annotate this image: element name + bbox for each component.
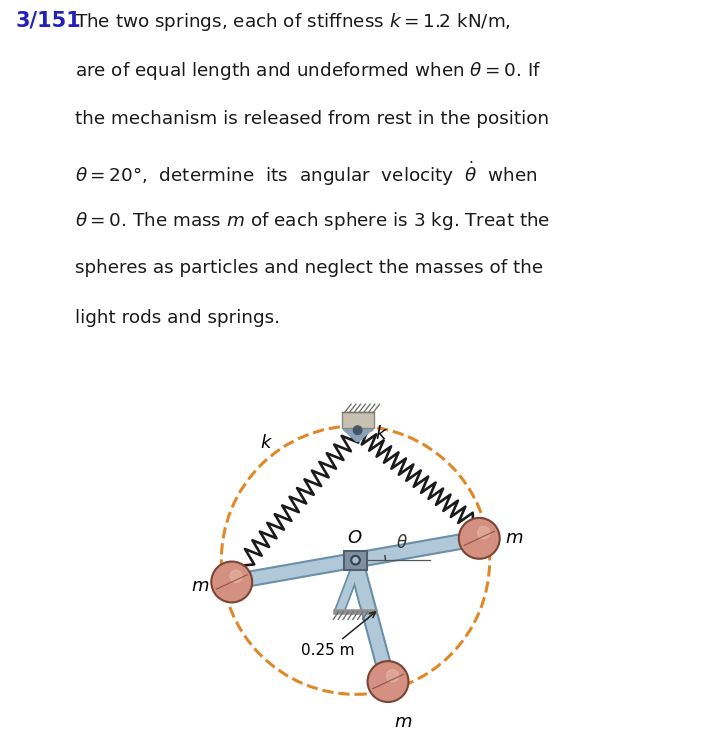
- Bar: [342, 412, 373, 428]
- Text: $m$: $m$: [191, 578, 209, 595]
- Circle shape: [353, 426, 362, 434]
- Text: are of equal length and undeformed when $\theta = 0$. If: are of equal length and undeformed when …: [75, 60, 541, 82]
- Text: $k$: $k$: [260, 434, 272, 452]
- Text: $m$: $m$: [394, 713, 412, 731]
- Circle shape: [230, 570, 242, 582]
- Circle shape: [211, 562, 252, 602]
- Text: The two springs, each of stiffness $k = 1.2$ kN/m,: The two springs, each of stiffness $k = …: [75, 11, 510, 32]
- Text: light rods and springs.: light rods and springs.: [75, 309, 279, 327]
- Text: $\theta = 0$. The mass $m$ of each sphere is 3 kg. Treat the: $\theta = 0$. The mass $m$ of each spher…: [75, 210, 550, 231]
- Text: the mechanism is released from rest in the position: the mechanism is released from rest in t…: [75, 110, 549, 128]
- Text: 0.25 m: 0.25 m: [301, 612, 375, 658]
- Text: 3/151: 3/151: [16, 11, 81, 30]
- Circle shape: [368, 661, 409, 702]
- Text: $k$: $k$: [375, 425, 387, 443]
- Text: $m$: $m$: [505, 529, 523, 547]
- Circle shape: [478, 526, 490, 539]
- Text: $\theta = 20°$,  determine  its  angular  velocity  $\dot{\theta}$  when: $\theta = 20°$, determine its angular ve…: [75, 160, 537, 188]
- Circle shape: [351, 556, 360, 565]
- Circle shape: [386, 670, 399, 682]
- Text: $O$: $O$: [347, 529, 363, 547]
- FancyBboxPatch shape: [344, 550, 367, 569]
- Text: spheres as particles and neglect the masses of the: spheres as particles and neglect the mas…: [75, 259, 542, 277]
- Circle shape: [459, 518, 500, 559]
- Circle shape: [353, 558, 358, 562]
- Text: $\theta$: $\theta$: [396, 535, 408, 553]
